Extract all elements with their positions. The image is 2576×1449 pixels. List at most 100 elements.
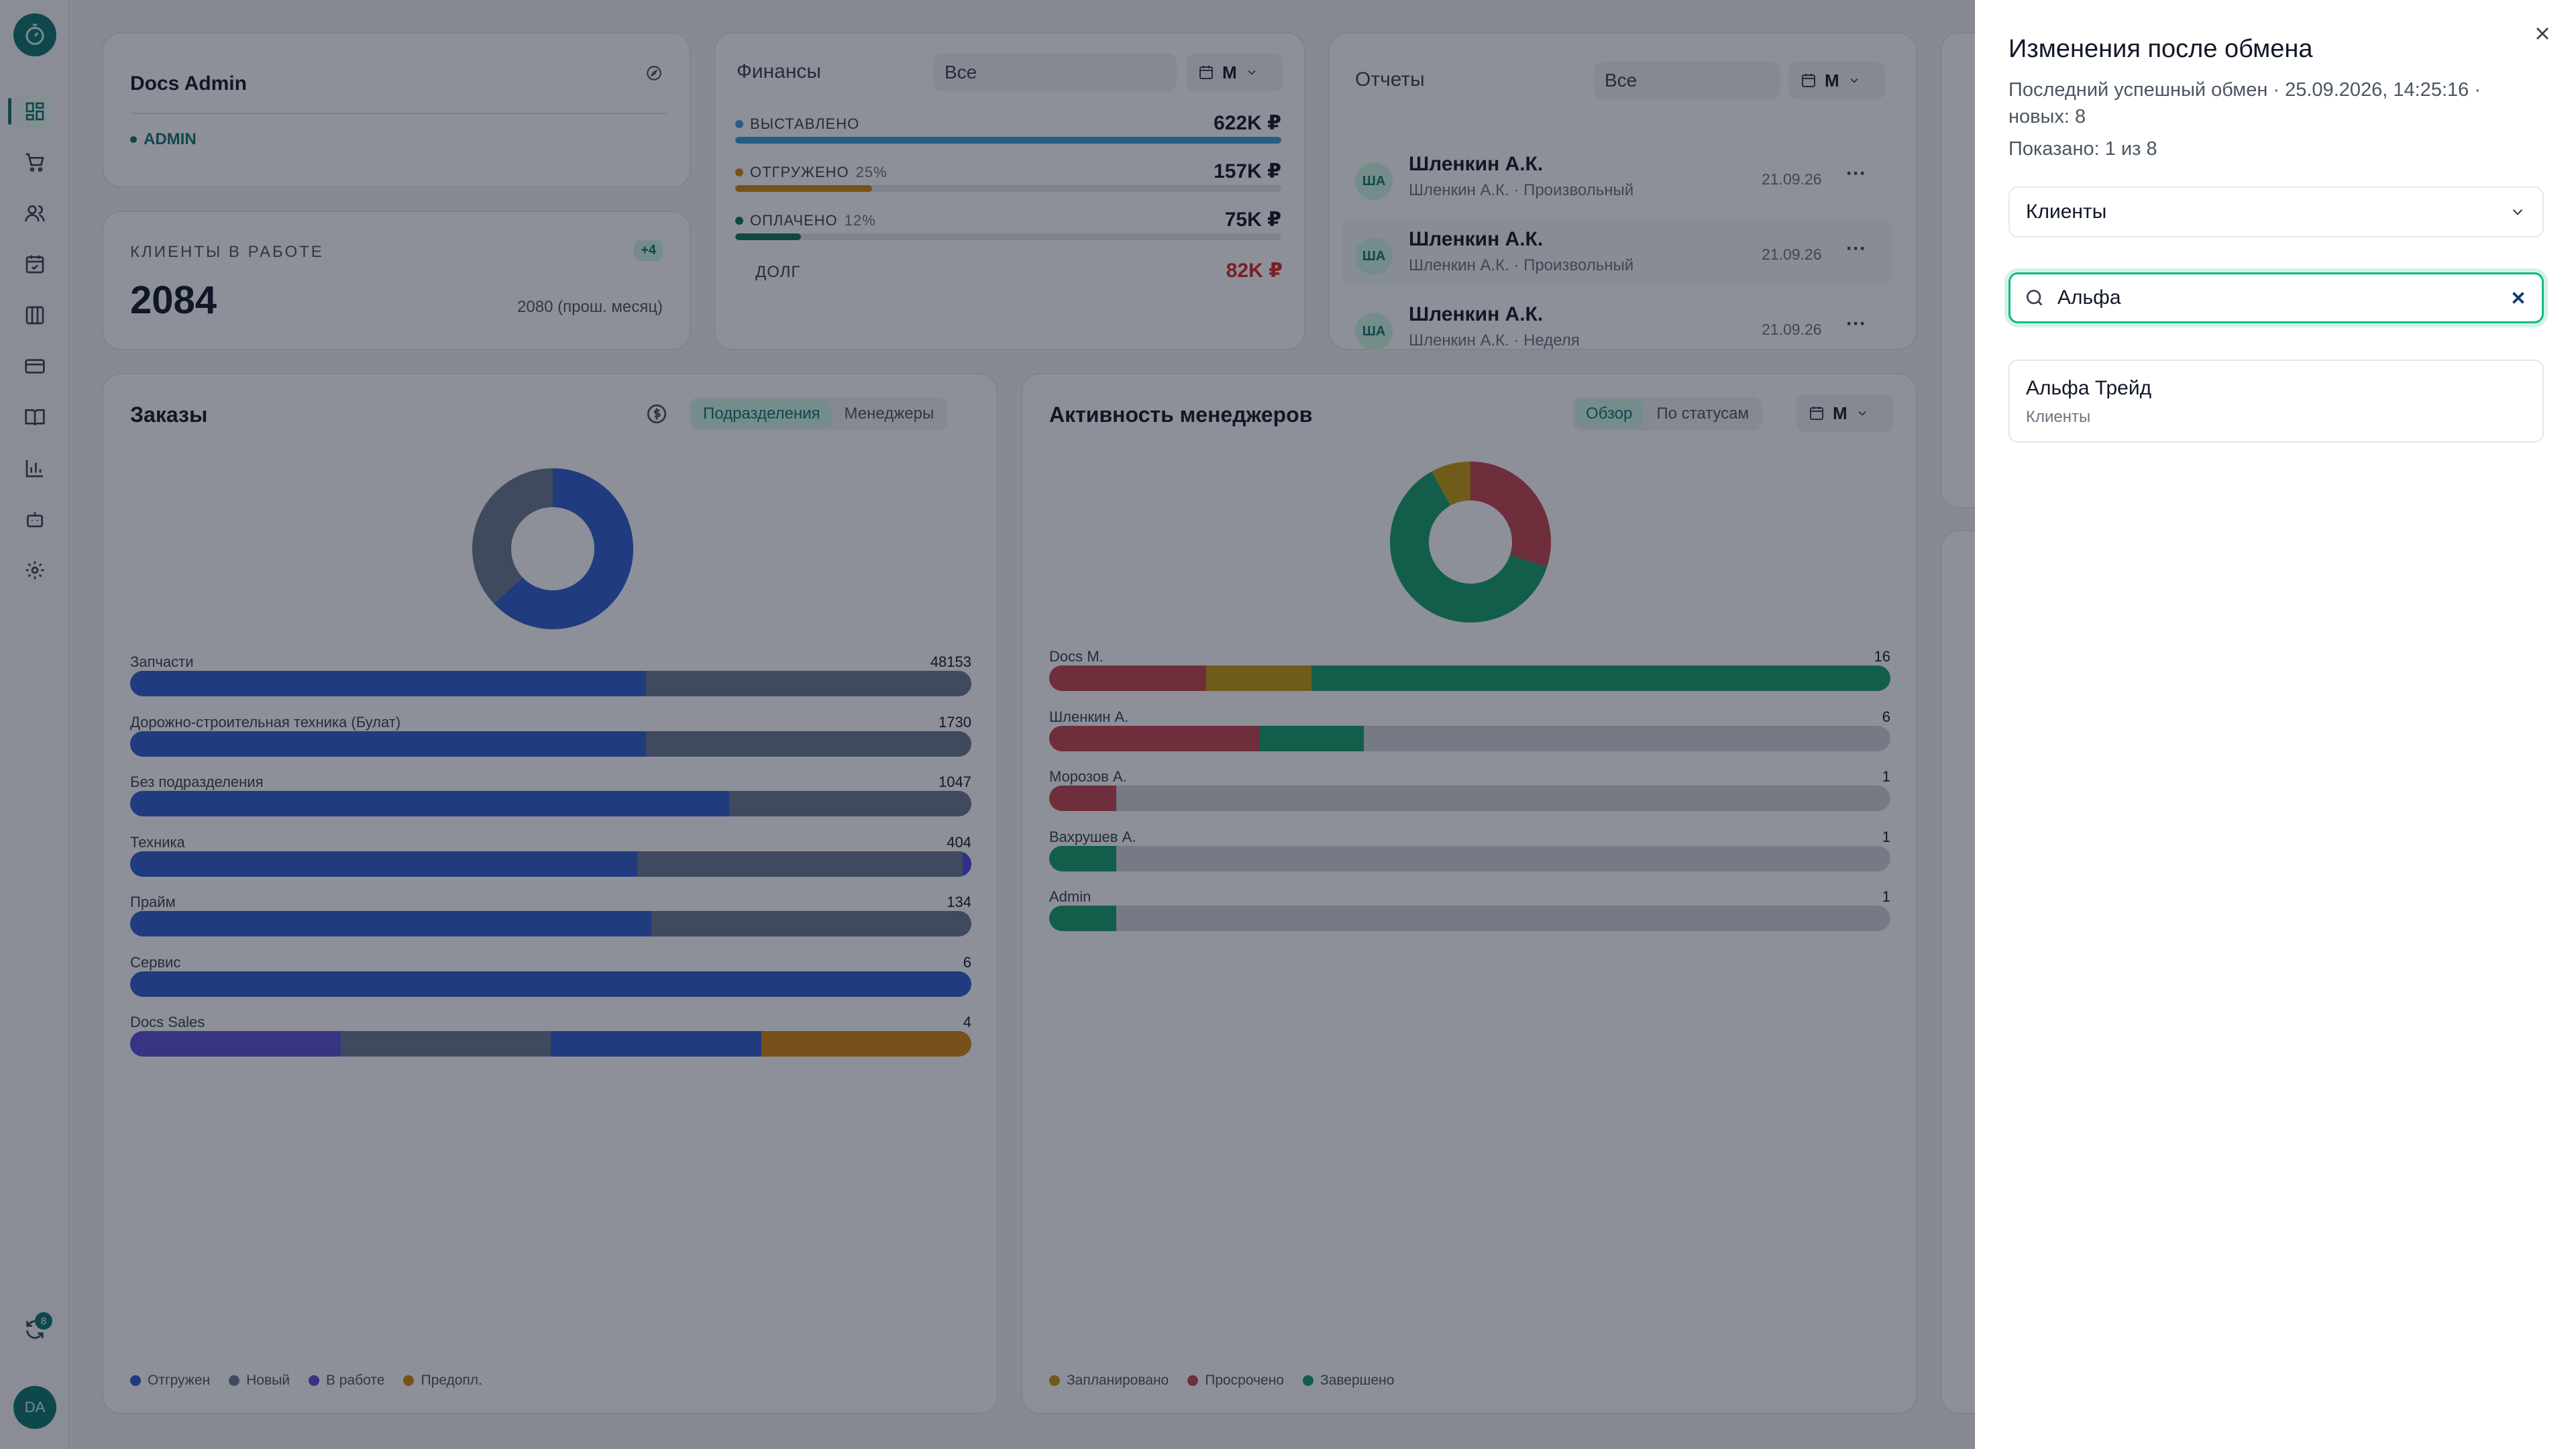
orders-legend-item: Отгружен — [130, 1373, 210, 1389]
orders-bar-track[interactable] — [130, 671, 971, 696]
orders-bar-label: Docs Sales — [130, 1014, 205, 1030]
orders-donut-chart — [472, 468, 633, 629]
orders-bar-segment — [130, 1031, 341, 1057]
report-date: 21.09.26 — [1762, 321, 1822, 338]
orders-legend: Отгружен Новый В работе Предопл. — [130, 1373, 482, 1389]
reports-filter[interactable]: Все — [1594, 62, 1780, 99]
orders-legend-dot — [130, 1375, 141, 1386]
search-result-item[interactable]: Альфа Трейд Клиенты — [2008, 360, 2544, 443]
more-icon[interactable]: ··· — [1846, 237, 1866, 260]
tab-departments[interactable]: Подразделения — [692, 400, 831, 428]
calendar-check-icon[interactable] — [17, 247, 52, 282]
more-icon[interactable]: ··· — [1846, 313, 1866, 335]
orders-legend-label: В работе — [325, 1373, 385, 1388]
orders-bar-track[interactable] — [130, 971, 971, 997]
sidebar-active-indicator — [8, 98, 11, 125]
activity-legend-label: Завершено — [1320, 1373, 1395, 1388]
role-label: ADMIN — [144, 130, 197, 148]
modal-backdrop[interactable] — [0, 0, 1975, 1449]
finance-row-dot — [735, 168, 743, 176]
report-subtitle: Шленкин А.К. · Произвольный — [1409, 256, 1634, 274]
orders-bar-label: Сервис — [130, 953, 181, 971]
sync-icon[interactable]: 8 — [17, 1312, 52, 1347]
orders-bar-segment — [637, 851, 963, 877]
activity-donut-slice — [1469, 462, 1551, 568]
activity-bar-track[interactable] — [1049, 665, 1890, 691]
activity-bar-segment — [1049, 665, 1207, 691]
activity-bar-value: 1 — [1882, 768, 1890, 785]
report-row[interactable]: ША Шленкин А.К. Шленкин А.К. · Неделя 21.09… — [1342, 294, 1893, 361]
orders-bar-track[interactable] — [130, 1031, 971, 1057]
orders-bar-value: 4 — [963, 1014, 971, 1030]
orders-bar-track[interactable] — [130, 731, 971, 757]
bot-icon[interactable] — [17, 502, 52, 537]
report-subtitle: Шленкин А.К. · Произвольный — [1409, 181, 1634, 199]
credit-card-icon[interactable] — [17, 349, 52, 384]
gear-icon[interactable] — [17, 553, 52, 588]
orders-bar-track[interactable] — [130, 851, 971, 877]
orders-bar-label: Дорожно-строительная техника (Булат) — [130, 713, 401, 731]
tab-overview[interactable]: Обзор — [1575, 400, 1644, 428]
category-select-value: Клиенты — [2026, 201, 2107, 223]
activity-legend-item: Просрочено — [1187, 1373, 1284, 1389]
role-badge: ADMIN — [130, 130, 197, 149]
activity-legend-label: Просрочено — [1205, 1373, 1284, 1388]
orders-legend-dot — [308, 1375, 319, 1386]
avatar[interactable]: DA — [13, 1386, 56, 1429]
activity-bar-track[interactable] — [1049, 725, 1890, 751]
clients-prev: 2080 (прош. месяц) — [517, 298, 663, 316]
columns-icon[interactable] — [17, 298, 52, 333]
compass-icon[interactable] — [645, 64, 663, 82]
finance-period-select[interactable]: М — [1186, 54, 1283, 91]
orders-bar-track[interactable] — [130, 791, 971, 816]
cart-icon[interactable] — [17, 145, 52, 180]
report-avatar: ША — [1355, 162, 1393, 200]
activity-bar-segment — [1049, 906, 1117, 931]
currency-icon[interactable] — [645, 402, 668, 425]
bar-chart-icon[interactable] — [17, 451, 52, 486]
orders-bar-label: Без подразделения — [130, 773, 264, 790]
activity-legend-item: Запланировано — [1049, 1373, 1169, 1389]
users-icon[interactable] — [17, 196, 52, 231]
activity-bar-track[interactable] — [1049, 845, 1890, 871]
finance-row-label: ВЫСТАВЛЕНО — [750, 115, 860, 132]
orders-bar-track[interactable] — [130, 911, 971, 936]
tab-managers[interactable]: Менеджеры — [844, 405, 934, 423]
report-avatar: ША — [1355, 237, 1393, 275]
orders-bar-chart: Запчасти 48153 Дорожно-строительная техник… — [130, 653, 971, 1083]
activity-bar-label: Морозов А. — [1049, 768, 1127, 785]
activity-tabs: Обзор По статусам — [1572, 397, 1762, 431]
orders-bar-segment — [130, 731, 646, 757]
reports-period-select[interactable]: М — [1788, 62, 1885, 99]
reports-title: Отчеты — [1355, 68, 1425, 91]
category-select[interactable]: Клиенты — [2008, 186, 2544, 237]
finance-row-fill — [735, 137, 1281, 144]
activity-period-select[interactable]: М — [1796, 394, 1893, 432]
finance-row-track — [735, 185, 1281, 192]
close-icon[interactable] — [2532, 23, 2553, 44]
stopwatch-icon[interactable] — [13, 13, 56, 56]
result-subtitle: Клиенты — [2026, 408, 2091, 426]
activity-bar-track[interactable] — [1049, 906, 1890, 931]
search-icon — [2027, 290, 2043, 306]
orders-donut-slice — [494, 468, 633, 629]
report-avatar: ША — [1355, 313, 1393, 350]
activity-bar-track[interactable] — [1049, 786, 1890, 811]
tab-by-status[interactable]: По статусам — [1656, 405, 1749, 423]
dashboard-icon[interactable] — [17, 94, 52, 129]
report-row[interactable]: ША Шленкин А.К. Шленкин А.К. · Произвольны… — [1342, 219, 1893, 286]
book-icon[interactable] — [17, 400, 52, 435]
profile-name: Docs Admin — [130, 72, 247, 95]
more-icon[interactable]: ··· — [1846, 162, 1866, 184]
report-date: 21.09.26 — [1762, 170, 1822, 188]
finance-row-label: ОПЛАЧЕНО — [750, 212, 838, 229]
finance-filter[interactable]: Все — [934, 54, 1177, 91]
activity-donut-slice — [1390, 471, 1548, 623]
orders-bar-segment — [130, 911, 652, 936]
clients-badge: +4 — [634, 240, 663, 261]
orders-legend-dot — [229, 1375, 240, 1386]
report-row[interactable]: ША Шленкин А.К. Шленкин А.К. · Произвольны… — [1342, 144, 1893, 211]
calendar-icon — [1199, 66, 1213, 79]
search-input[interactable]: Альфа — [2057, 286, 2121, 309]
search-field[interactable]: Альфа — [2008, 272, 2544, 323]
